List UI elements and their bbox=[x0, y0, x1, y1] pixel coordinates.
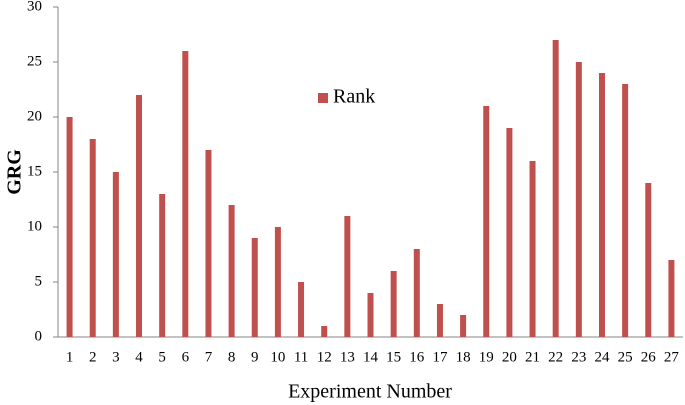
bar bbox=[112, 172, 119, 337]
bar bbox=[136, 95, 143, 337]
bar bbox=[251, 238, 258, 337]
bar bbox=[436, 304, 443, 337]
bar bbox=[390, 271, 397, 337]
bar bbox=[205, 150, 212, 337]
bar bbox=[344, 216, 351, 337]
bar bbox=[66, 117, 73, 337]
x-tick-label: 2 bbox=[89, 349, 97, 365]
legend-label: Rank bbox=[333, 86, 375, 108]
bar bbox=[413, 249, 420, 337]
legend-swatch bbox=[318, 93, 328, 103]
bar bbox=[622, 84, 629, 337]
x-tick-label: 3 bbox=[112, 349, 120, 365]
x-tick-label: 25 bbox=[618, 349, 633, 365]
x-tick-label: 9 bbox=[251, 349, 259, 365]
x-tick-label: 11 bbox=[294, 349, 308, 365]
x-tick-label: 4 bbox=[135, 349, 143, 365]
bar bbox=[483, 106, 490, 337]
bar bbox=[529, 161, 536, 337]
bar bbox=[460, 315, 467, 337]
x-tick-label: 12 bbox=[317, 349, 332, 365]
y-axis-label: GRG bbox=[4, 149, 26, 195]
x-tick-label: 18 bbox=[456, 349, 471, 365]
y-tick-label: 25 bbox=[27, 53, 42, 69]
x-tick-label: 27 bbox=[664, 349, 680, 365]
y-tick-label: 15 bbox=[27, 163, 42, 179]
bar bbox=[668, 260, 675, 337]
x-tick-label: 14 bbox=[363, 349, 379, 365]
y-tick-label: 10 bbox=[27, 218, 42, 234]
bar bbox=[321, 326, 328, 337]
bar bbox=[367, 293, 374, 337]
x-tick-label: 21 bbox=[525, 349, 540, 365]
y-tick-label: 20 bbox=[27, 108, 42, 124]
bar bbox=[228, 205, 235, 337]
x-tick-label: 22 bbox=[548, 349, 563, 365]
x-tick-label: 24 bbox=[594, 349, 610, 365]
bar bbox=[274, 227, 281, 337]
x-tick-label: 17 bbox=[432, 349, 448, 365]
x-tick-label: 19 bbox=[479, 349, 494, 365]
x-tick-label: 6 bbox=[182, 349, 190, 365]
bar bbox=[575, 62, 582, 337]
x-tick-label: 1 bbox=[66, 349, 74, 365]
bar bbox=[182, 51, 189, 337]
x-tick-label: 8 bbox=[228, 349, 236, 365]
x-tick-label: 5 bbox=[158, 349, 166, 365]
y-tick-label: 30 bbox=[27, 0, 42, 14]
bar bbox=[298, 282, 305, 337]
x-tick-label: 7 bbox=[205, 349, 213, 365]
y-tick-label: 0 bbox=[35, 328, 43, 344]
bar bbox=[645, 183, 652, 337]
x-tick-label: 10 bbox=[270, 349, 285, 365]
x-tick-label: 13 bbox=[340, 349, 355, 365]
x-tick-label: 15 bbox=[386, 349, 401, 365]
bar bbox=[552, 40, 559, 337]
y-tick-label: 5 bbox=[35, 273, 43, 289]
bar bbox=[159, 194, 166, 337]
x-tick-label: 16 bbox=[409, 349, 425, 365]
x-tick-label: 26 bbox=[641, 349, 657, 365]
bar bbox=[506, 128, 513, 337]
x-tick-label: 20 bbox=[502, 349, 517, 365]
x-tick-label: 23 bbox=[571, 349, 586, 365]
x-axis-label: Experiment Number bbox=[288, 381, 452, 403]
bar bbox=[89, 139, 96, 337]
bar bbox=[598, 73, 605, 337]
